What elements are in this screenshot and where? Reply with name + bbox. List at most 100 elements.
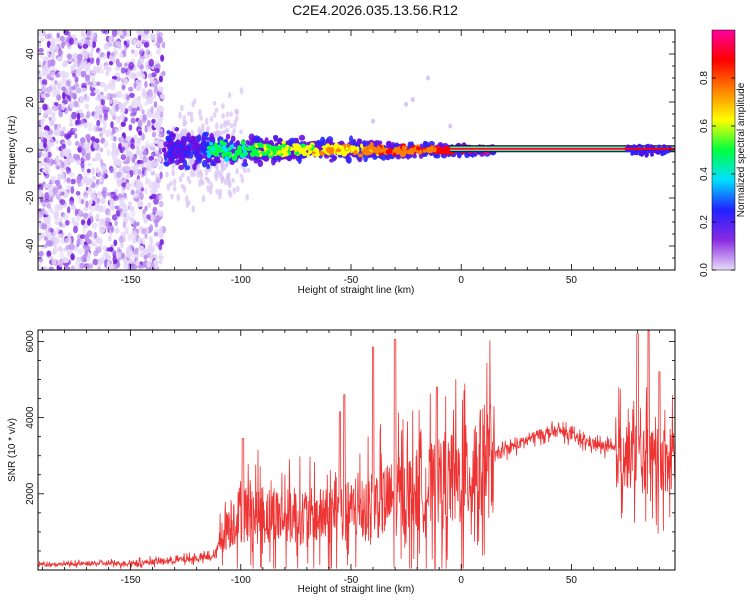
heatmap-amplitude-blob [385, 149, 392, 155]
heatmap-noise-dot [158, 140, 165, 149]
heatmap-scatter-dot [246, 167, 251, 173]
heatmap-noise-dot [75, 140, 80, 147]
heatmap-noise-dot [115, 210, 121, 217]
heatmap-noise-dot [45, 156, 51, 164]
heatmap-noise-dot [96, 57, 100, 66]
heatmap-signal-blob [166, 143, 172, 148]
heatmap-noise-dot [47, 53, 52, 59]
heatmap-noise-dot [146, 144, 151, 149]
heatmap-noise-dot [141, 36, 146, 43]
heatmap-y-axis-title: Frequency (Hz) [7, 116, 18, 185]
heatmap-scatter-dot [221, 103, 225, 110]
heatmap-noise-dot [69, 100, 74, 109]
heatmap-amplitude-blob [241, 152, 245, 157]
heatmap-amplitude-blob [281, 143, 286, 147]
heatmap-noise-dot [76, 109, 81, 114]
heatmap-scatter-dot [235, 167, 239, 175]
heatmap-noise-dot [85, 74, 90, 81]
heatmap-signal-blob [164, 161, 170, 167]
heatmap-noise-dot [101, 254, 105, 261]
heatmap-noise-dot [74, 260, 81, 267]
heatmap-scatter-dot [180, 104, 184, 112]
heatmap-scatter-dot [201, 194, 206, 203]
heatmap-scatter-dot [199, 171, 204, 179]
heatmap-scatter-dot [171, 126, 176, 134]
heatmap-noise-dot [133, 49, 139, 58]
heatmap-signal-blob [201, 140, 207, 147]
heatmap-amplitude-blob [229, 144, 234, 149]
heatmap-noise-dot [115, 251, 121, 259]
heatmap-noise-dot [146, 214, 151, 220]
heatmap-noise-dot [135, 84, 142, 92]
heatmap-panel: -150 -100 -50 0 50 -40 -20 0 20 40 Height of str… [7, 29, 676, 296]
heatmap-noise-dot [73, 266, 80, 270]
heatmap-noise-dot [128, 61, 135, 70]
heatmap-noise-dot [114, 220, 118, 227]
heatmap-noise-dot [128, 124, 133, 131]
heatmap-signal-blob [186, 132, 191, 139]
heatmap-noise-dot [132, 97, 139, 103]
heatmap-noise-dot [80, 118, 85, 125]
heatmap-noise-dot [51, 111, 56, 118]
heatmap-signal-blob [191, 143, 196, 151]
heatmap-noise-dot [147, 126, 153, 132]
heatmap-signal-blob [192, 151, 200, 156]
heatmap-noise-dot [110, 51, 115, 57]
heatmap-scatter-dot [209, 116, 214, 123]
heatmap-scatter-dot [196, 170, 200, 179]
heatmap-amplitude-blob [392, 152, 397, 157]
heatmap-amplitude-blob [277, 145, 283, 151]
heatmap-noise-dot [110, 191, 117, 200]
heatmap-marks [38, 30, 675, 270]
heatmap-noise-dot [147, 165, 152, 173]
heatmap-noise-dot [132, 250, 139, 255]
heatmap-signal-blob [209, 133, 215, 141]
heatmap-noise-dot [129, 92, 135, 98]
heatmap-noise-dot [122, 50, 127, 58]
heatmap-noise-dot [87, 162, 93, 167]
heatmap-noise-dot [55, 128, 62, 137]
heatmap-noise-dot [83, 223, 88, 229]
heatmap-noise-dot [55, 139, 59, 145]
heatmap-noise-dot [96, 191, 102, 196]
heatmap-noise-dot [61, 41, 65, 49]
heatmap-noise-dot [144, 205, 148, 212]
heatmap-noise-dot [150, 142, 155, 149]
heatmap-noise-dot [146, 97, 150, 104]
heatmap-noise-dot [99, 132, 104, 137]
heatmap-noise-dot [111, 78, 116, 86]
heatmap-noise-dot [119, 211, 126, 218]
heatmap-noise-dot [48, 116, 52, 121]
heatmap-noise-dot [121, 83, 126, 91]
heatmap-scatter-dot [218, 188, 223, 196]
heatmap-noise-dot [94, 89, 101, 96]
heatmap-noise-dot [85, 133, 91, 141]
heatmap-noise-dot [146, 119, 151, 128]
heatmap-noise-dot [151, 182, 157, 190]
heatmap-scatter-dot [208, 187, 213, 195]
heatmap-noise-dot [135, 79, 139, 85]
heatmap-noise-dot [52, 105, 57, 110]
heatmap-noise-dot [43, 110, 48, 117]
heatmap-noise-dot [92, 141, 97, 149]
heatmap-noise-dot [71, 111, 77, 120]
heatmap-scatter-dot [232, 187, 237, 194]
heatmap-noise-dot [93, 231, 98, 239]
heatmap-signal-blob [273, 135, 278, 141]
heatmap-amplitude-blob [224, 151, 230, 155]
heatmap-noise-dot [50, 175, 57, 182]
heatmap-noise-dot [87, 122, 94, 127]
heatmap-amplitude-blob [357, 153, 364, 158]
heatmap-noise-dot [151, 131, 157, 138]
heatmap-noise-dot [141, 237, 146, 245]
heatmap-noise-dot [67, 206, 71, 214]
heatmap-noise-dot [94, 111, 99, 116]
heatmap-noise-dot [46, 202, 51, 209]
heatmap-noise-dot [160, 54, 165, 62]
heatmap-scatter-dot [191, 205, 196, 213]
heatmap-amplitude-blob [392, 148, 397, 155]
heatmap-noise-dot [43, 142, 47, 149]
heatmap-noise-dot [74, 40, 80, 45]
heatmap-noise-dot [138, 130, 143, 136]
x-tick-label: -50 [344, 575, 359, 586]
